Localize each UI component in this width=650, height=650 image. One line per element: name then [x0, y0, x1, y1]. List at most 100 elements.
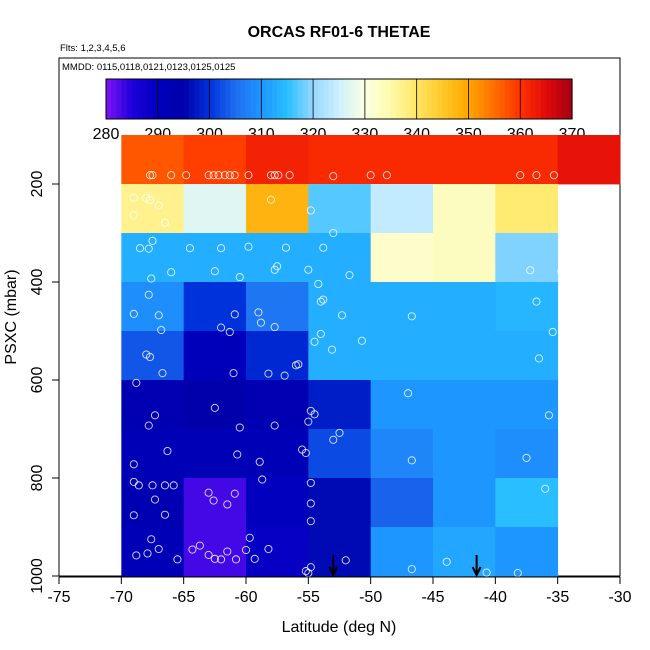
sample-point [341, 556, 350, 565]
heatmap-cell [370, 331, 434, 381]
colorbar-swatch [375, 79, 382, 119]
sample-point [366, 171, 375, 180]
sample-point [209, 171, 218, 180]
heatmap-cell [370, 478, 434, 528]
sample-point [214, 171, 223, 180]
sample-point [154, 545, 163, 554]
y-tick-label: 200 [29, 171, 46, 198]
colorbar-swatch [214, 79, 221, 119]
sample-point [534, 354, 544, 363]
colorbar-swatch [323, 79, 330, 119]
sample-point [230, 310, 239, 319]
sample-point [516, 171, 525, 180]
sample-point [544, 411, 553, 420]
heatmap-cell [433, 184, 496, 234]
colorbar-swatch [302, 79, 309, 119]
sample-point [230, 171, 239, 180]
colorbar-swatch [427, 79, 433, 119]
colorbar-swatch [354, 79, 361, 119]
x-tick-label: -40 [484, 589, 507, 606]
colorbar-swatch [307, 79, 314, 119]
heatmap-cell [308, 282, 372, 332]
colorbar-swatch [318, 79, 325, 119]
heatmap-cell [308, 429, 372, 479]
sample-point [223, 500, 232, 509]
sample-point [264, 545, 273, 554]
heatmap-cell [121, 135, 185, 185]
heatmap-cell [183, 233, 247, 283]
colorbar-swatch [162, 79, 169, 119]
sample-point [160, 218, 170, 227]
colorbar-swatch [250, 79, 257, 119]
sample-point [304, 265, 313, 274]
sample-point [532, 171, 541, 180]
sample-point [254, 308, 263, 317]
colorbar-swatch [240, 79, 247, 119]
colorbar-swatch [111, 79, 117, 119]
colorbar-swatch [509, 79, 516, 119]
colorbar-swatch [468, 79, 475, 119]
colorbar-swatch [282, 79, 288, 119]
colorbar-swatch [121, 79, 128, 119]
sample-point [316, 329, 325, 338]
colorbar-swatch [395, 79, 402, 119]
colorbar-swatch [235, 79, 242, 119]
colorbar-swatch [390, 79, 397, 119]
sample-point [306, 563, 315, 572]
colorbar-swatch [116, 79, 123, 119]
colorbar-swatch [551, 79, 558, 119]
sample-point [306, 478, 315, 487]
sample-point [345, 271, 354, 280]
colorbar-swatch [276, 79, 283, 119]
heatmap-cell [370, 429, 434, 479]
heatmap-cell [370, 380, 434, 430]
colorbar-swatch [292, 79, 299, 119]
y-tick-label: 800 [29, 465, 46, 492]
sample-point [167, 171, 176, 180]
colorbar-swatch [561, 79, 568, 119]
x-tick-label: -60 [234, 589, 257, 606]
sample-point [274, 171, 283, 180]
colorbar-swatch [370, 79, 376, 119]
heatmap-cell [370, 184, 434, 234]
colorbar-swatch [339, 79, 345, 119]
colorbar: 280 290 300 310 320 330 340 350 360 370 [93, 78, 585, 143]
colorbar-swatch [106, 79, 112, 119]
heatmap-cells [121, 135, 621, 577]
heatmap-cell [121, 429, 185, 479]
heatmap-cell [121, 282, 185, 332]
sample-point [188, 545, 197, 554]
colorbar-swatch [447, 79, 454, 119]
sample-point [541, 484, 550, 493]
colorbar-swatch [328, 79, 335, 119]
sample-point [301, 448, 310, 458]
colorbar-swatch [126, 79, 133, 119]
sample-point [306, 206, 315, 215]
colorbar-swatch [297, 79, 304, 119]
heatmap-cell [183, 331, 247, 381]
sample-point [549, 171, 558, 180]
sample-point [129, 193, 138, 202]
sample-point [281, 243, 290, 252]
heatmap-cell [308, 184, 372, 234]
colorbar-swatch [271, 79, 278, 119]
heatmap-cell [495, 282, 559, 332]
heatmap-cell [370, 233, 434, 283]
sample-point [150, 411, 160, 420]
sample-point [169, 481, 178, 490]
sample-point [329, 435, 338, 444]
colorbar-swatch [209, 79, 216, 119]
sample-point [204, 171, 213, 180]
sample-point [235, 273, 244, 282]
sample-point [245, 533, 254, 542]
heatmap-cell [308, 478, 372, 528]
colorbar-swatch [478, 79, 485, 119]
colorbar-swatch [178, 79, 185, 119]
colorbar-swatch [458, 79, 464, 119]
flights-note: Flts: 1,2,3,4,5,6 [60, 43, 125, 54]
heatmap-cell [495, 233, 559, 283]
sample-point [204, 550, 213, 559]
colorbar-swatch [535, 79, 542, 119]
sample-point [319, 295, 328, 304]
x-tick-label: -35 [546, 589, 569, 606]
